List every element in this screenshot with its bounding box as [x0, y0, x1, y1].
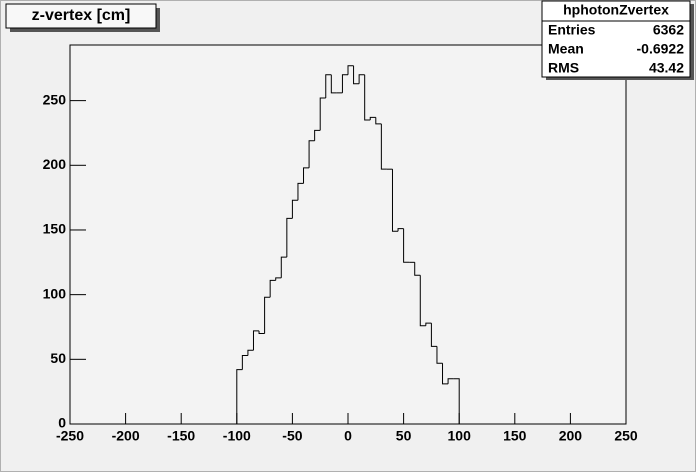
histogram-bin: [436, 346, 443, 364]
histogram-bin: [369, 116, 376, 121]
histogram-bin: [319, 97, 326, 131]
stats-value: -0.6922: [637, 41, 685, 57]
title-box: [5, 3, 157, 29]
histogram-bin: [358, 74, 365, 84]
histogram-bin: [314, 129, 321, 141]
histogram-bin: [447, 378, 454, 384]
histogram-bin: [236, 369, 243, 424]
histogram-bin: [241, 354, 248, 370]
y-tick-label: 150: [43, 221, 67, 237]
histogram-bin: [269, 279, 276, 298]
x-tick-label: 200: [559, 428, 583, 444]
histogram-bin: [364, 74, 371, 121]
x-tick-label: 150: [503, 428, 527, 444]
histogram-bin: [391, 169, 399, 232]
plot-frame: [69, 44, 627, 425]
histogram-bin: [325, 74, 332, 99]
stats-title: hphotonZvertex: [563, 2, 669, 18]
stats-value: 6362: [653, 22, 684, 38]
y-tick-label: 200: [43, 156, 67, 172]
histogram-bin: [308, 140, 315, 168]
histogram-bin: [252, 330, 260, 351]
histogram-bin: [425, 322, 432, 326]
y-tick-label: 50: [50, 350, 66, 366]
histogram-bin: [297, 182, 304, 201]
histogram-bin: [397, 228, 404, 232]
histogram-bin: [453, 378, 460, 424]
histogram-bin: [258, 330, 265, 334]
histogram-bin: [442, 363, 449, 385]
histogram-bin: [275, 277, 282, 281]
histogram-bin: [403, 228, 410, 263]
histogram-bin: [247, 349, 254, 356]
chart-title: z-vertex [cm]: [32, 7, 131, 24]
x-tick-label: -250: [56, 428, 84, 444]
stats-box: [541, 0, 691, 78]
histogram-bin: [419, 275, 426, 327]
y-tick-label: 0: [58, 415, 66, 431]
stats-label: Entries: [548, 22, 596, 38]
histogram-bin: [330, 74, 337, 94]
x-tick-label: -100: [223, 428, 251, 444]
histogram-bin: [353, 65, 360, 85]
histogram-bin: [303, 167, 310, 184]
stats-rows: Entries 6362 Mean -0.6922 RMS 43.42: [548, 22, 684, 76]
histogram-bin: [430, 323, 437, 347]
histogram: [236, 65, 460, 424]
histogram-bin: [286, 217, 293, 258]
stats-label: Mean: [548, 41, 584, 57]
y-tick-label: 100: [43, 285, 67, 301]
histogram-bin: [375, 117, 382, 125]
stats-label: RMS: [548, 60, 579, 76]
x-tick-label: 50: [396, 428, 412, 444]
histogram-bin: [380, 123, 387, 170]
x-tick-label: 0: [344, 428, 352, 444]
histogram-bin: [264, 296, 271, 334]
x-tick-label: -150: [167, 428, 195, 444]
stats-value: 43.42: [649, 60, 684, 76]
x-tick-label: -200: [112, 428, 140, 444]
histogram-bin: [341, 74, 348, 93]
y-tick-label: 250: [43, 91, 67, 107]
histogram-bin: [347, 65, 354, 75]
histogram-bin: [414, 262, 421, 276]
histogram-bin: [280, 256, 287, 278]
x-tick-label: 250: [614, 428, 638, 444]
x-tick-label: 100: [448, 428, 472, 444]
axes: -250 -200 -150 -100 -50 0 50 100 150 200 250 0 50 100…: [43, 91, 638, 443]
x-tick-label: -50: [282, 428, 302, 444]
histogram-bin: [291, 199, 298, 219]
